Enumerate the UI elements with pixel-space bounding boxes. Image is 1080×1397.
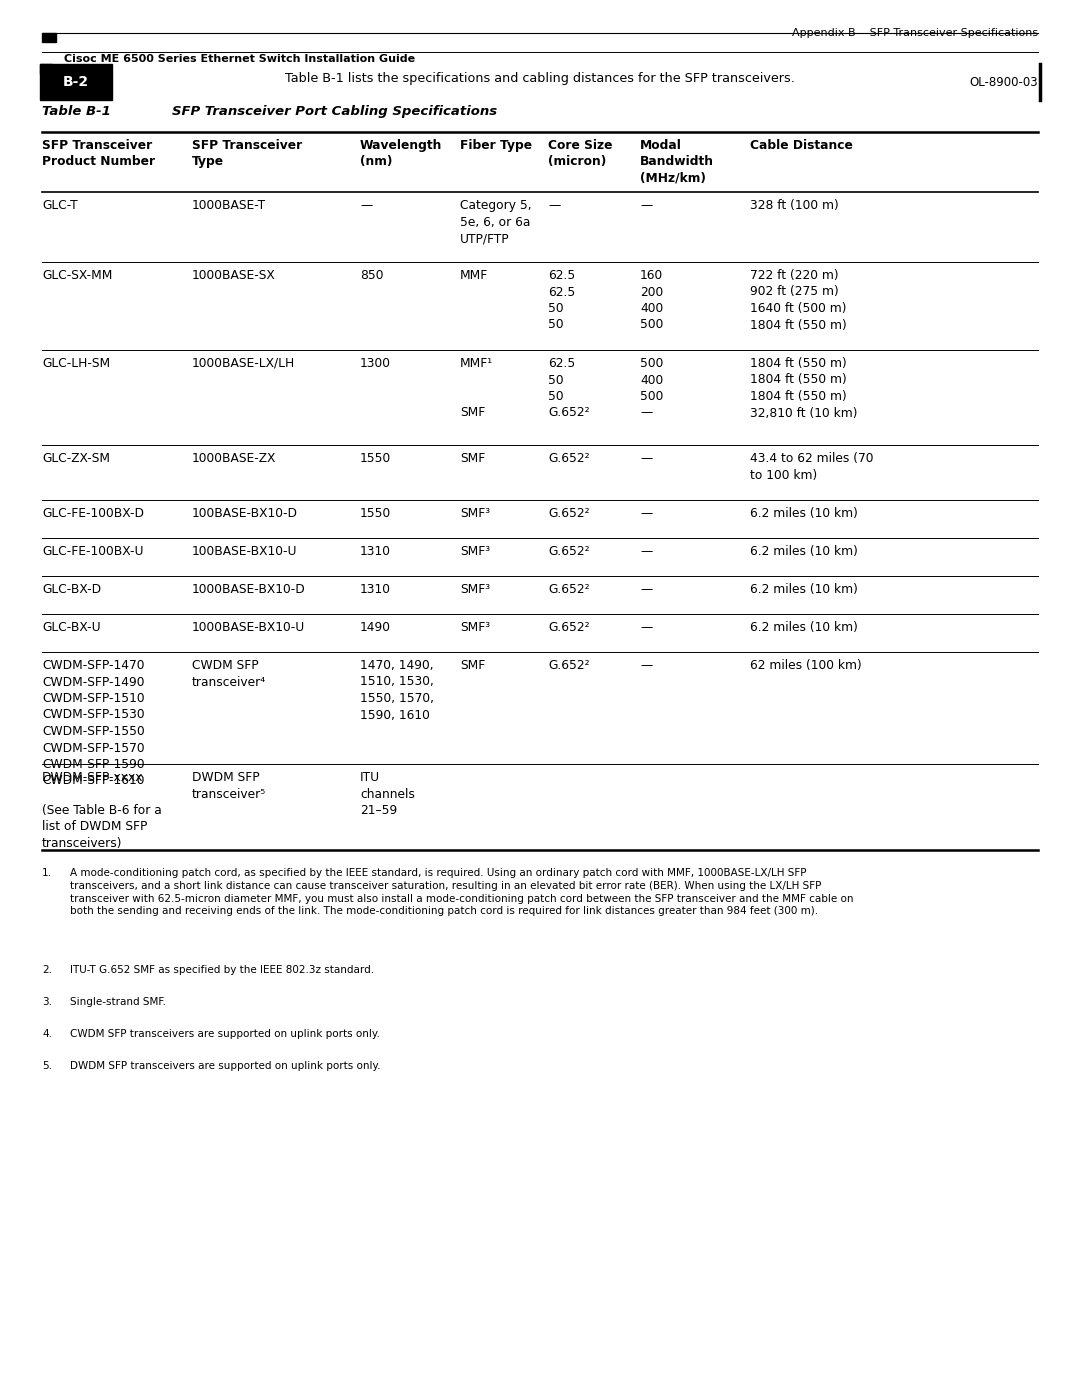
Text: G.652²: G.652² bbox=[548, 583, 590, 597]
Text: Cisoc ME 6500 Series Ethernet Switch Installation Guide: Cisoc ME 6500 Series Ethernet Switch Ins… bbox=[64, 54, 415, 64]
Text: SMF: SMF bbox=[460, 659, 485, 672]
Text: 1310: 1310 bbox=[360, 545, 391, 557]
Text: 6.2 miles (10 km): 6.2 miles (10 km) bbox=[750, 583, 858, 597]
Text: Core Size
(micron): Core Size (micron) bbox=[548, 138, 612, 168]
Text: GLC-FE-100BX-U: GLC-FE-100BX-U bbox=[42, 545, 144, 557]
Text: GLC-BX-U: GLC-BX-U bbox=[42, 622, 100, 634]
Text: 1550: 1550 bbox=[360, 507, 391, 520]
Text: 1550: 1550 bbox=[360, 453, 391, 465]
Text: DWDM-SFP-xxxx

(See Table B-6 for a
list of DWDM SFP
transceivers): DWDM-SFP-xxxx (See Table B-6 for a list … bbox=[42, 771, 162, 849]
Text: CWDM SFP
transceiver⁴: CWDM SFP transceiver⁴ bbox=[192, 659, 267, 689]
Text: 1000BASE-ZX: 1000BASE-ZX bbox=[192, 453, 276, 465]
Text: GLC-FE-100BX-D: GLC-FE-100BX-D bbox=[42, 507, 144, 520]
Text: SMF³: SMF³ bbox=[460, 507, 490, 520]
Text: 62.5
50
50
G.652²: 62.5 50 50 G.652² bbox=[548, 358, 590, 419]
Text: 6.2 miles (10 km): 6.2 miles (10 km) bbox=[750, 622, 858, 634]
Text: DWDM SFP transceivers are supported on uplink ports only.: DWDM SFP transceivers are supported on u… bbox=[70, 1060, 380, 1070]
Text: 62.5
62.5
50
50: 62.5 62.5 50 50 bbox=[548, 270, 576, 331]
Text: 1000BASE-LX/LH: 1000BASE-LX/LH bbox=[192, 358, 295, 370]
Text: 43.4 to 62 miles (70
to 100 km): 43.4 to 62 miles (70 to 100 km) bbox=[750, 453, 874, 482]
Text: MMF: MMF bbox=[460, 270, 488, 282]
Text: Appendix B    SFP Transceiver Specifications: Appendix B SFP Transceiver Specification… bbox=[792, 28, 1038, 38]
Text: ITU-T G.652 SMF as specified by the IEEE 802.3z standard.: ITU-T G.652 SMF as specified by the IEEE… bbox=[70, 965, 374, 975]
Text: 5.: 5. bbox=[42, 1060, 52, 1070]
Text: MMF¹


SMF: MMF¹ SMF bbox=[460, 358, 494, 419]
Text: GLC-T: GLC-T bbox=[42, 198, 78, 212]
Text: Wavelength
(nm): Wavelength (nm) bbox=[360, 138, 443, 168]
Text: 1.: 1. bbox=[42, 868, 52, 877]
Text: GLC-SX-MM: GLC-SX-MM bbox=[42, 270, 112, 282]
Text: GLC-ZX-SM: GLC-ZX-SM bbox=[42, 453, 110, 465]
Text: 2.: 2. bbox=[42, 965, 52, 975]
Text: Modal
Bandwidth
(MHz/km): Modal Bandwidth (MHz/km) bbox=[640, 138, 714, 184]
Text: —: — bbox=[640, 453, 652, 465]
Text: GLC-BX-D: GLC-BX-D bbox=[42, 583, 102, 597]
Text: SFP Transceiver
Type: SFP Transceiver Type bbox=[192, 138, 302, 168]
Bar bbox=[42, 34, 56, 42]
Text: G.652²: G.652² bbox=[548, 453, 590, 465]
Text: G.652²: G.652² bbox=[548, 507, 590, 520]
Text: Category 5,
5e, 6, or 6a
UTP/FTP: Category 5, 5e, 6, or 6a UTP/FTP bbox=[460, 198, 531, 244]
Text: 100BASE-BX10-D: 100BASE-BX10-D bbox=[192, 507, 298, 520]
Text: 1000BASE-T: 1000BASE-T bbox=[192, 198, 266, 212]
Text: 4.: 4. bbox=[42, 1028, 52, 1039]
Text: A mode-conditioning patch cord, as specified by the IEEE standard, is required. : A mode-conditioning patch cord, as speci… bbox=[70, 868, 853, 916]
Text: SMF³: SMF³ bbox=[460, 622, 490, 634]
Text: —: — bbox=[360, 198, 373, 212]
Text: G.652²: G.652² bbox=[548, 545, 590, 557]
Text: 1804 ft (550 m)
1804 ft (550 m)
1804 ft (550 m)
32,810 ft (10 km): 1804 ft (550 m) 1804 ft (550 m) 1804 ft … bbox=[750, 358, 858, 419]
Text: SFP Transceiver Port Cabling Specifications: SFP Transceiver Port Cabling Specificati… bbox=[172, 105, 497, 117]
Text: 62 miles (100 km): 62 miles (100 km) bbox=[750, 659, 862, 672]
Text: Table B-1 lists the specifications and cabling distances for the SFP transceiver: Table B-1 lists the specifications and c… bbox=[285, 73, 795, 85]
Text: —: — bbox=[640, 659, 652, 672]
Text: OL-8900-03: OL-8900-03 bbox=[970, 75, 1038, 88]
Text: 500
400
500
—: 500 400 500 — bbox=[640, 358, 663, 419]
Text: —: — bbox=[640, 507, 652, 520]
Text: SMF³: SMF³ bbox=[460, 545, 490, 557]
Text: Cable Distance: Cable Distance bbox=[750, 138, 853, 152]
Text: 6.2 miles (10 km): 6.2 miles (10 km) bbox=[750, 545, 858, 557]
Text: 3.: 3. bbox=[42, 997, 52, 1007]
Text: GLC-LH-SM: GLC-LH-SM bbox=[42, 358, 110, 370]
Text: 160
200
400
500: 160 200 400 500 bbox=[640, 270, 663, 331]
Text: 1300: 1300 bbox=[360, 358, 391, 370]
Text: SFP Transceiver
Product Number: SFP Transceiver Product Number bbox=[42, 138, 156, 168]
Text: Table B-1: Table B-1 bbox=[42, 105, 111, 117]
Text: —: — bbox=[640, 583, 652, 597]
Text: 328 ft (100 m): 328 ft (100 m) bbox=[750, 198, 839, 212]
Text: —: — bbox=[640, 622, 652, 634]
Text: B-2: B-2 bbox=[63, 75, 89, 89]
Text: Single-strand SMF.: Single-strand SMF. bbox=[70, 997, 166, 1007]
Text: 100BASE-BX10-U: 100BASE-BX10-U bbox=[192, 545, 297, 557]
Text: 1000BASE-BX10-U: 1000BASE-BX10-U bbox=[192, 622, 306, 634]
Text: —: — bbox=[640, 198, 652, 212]
Text: —: — bbox=[548, 198, 561, 212]
Bar bbox=[40, 64, 52, 74]
Text: Fiber Type: Fiber Type bbox=[460, 138, 532, 152]
Text: 1000BASE-BX10-D: 1000BASE-BX10-D bbox=[192, 583, 306, 597]
Text: CWDM-SFP-1470
CWDM-SFP-1490
CWDM-SFP-1510
CWDM-SFP-1530
CWDM-SFP-1550
CWDM-SFP-1: CWDM-SFP-1470 CWDM-SFP-1490 CWDM-SFP-151… bbox=[42, 659, 145, 788]
Text: SMF: SMF bbox=[460, 453, 485, 465]
Text: 850: 850 bbox=[360, 270, 383, 282]
Text: DWDM SFP
transceiver⁵: DWDM SFP transceiver⁵ bbox=[192, 771, 267, 800]
Text: 1490: 1490 bbox=[360, 622, 391, 634]
Text: SMF³: SMF³ bbox=[460, 583, 490, 597]
Text: 6.2 miles (10 km): 6.2 miles (10 km) bbox=[750, 507, 858, 520]
Text: G.652²: G.652² bbox=[548, 659, 590, 672]
Text: G.652²: G.652² bbox=[548, 622, 590, 634]
Text: 1310: 1310 bbox=[360, 583, 391, 597]
Bar bbox=[40, 64, 112, 101]
Text: 722 ft (220 m)
902 ft (275 m)
1640 ft (500 m)
1804 ft (550 m): 722 ft (220 m) 902 ft (275 m) 1640 ft (5… bbox=[750, 270, 847, 331]
Text: 1000BASE-SX: 1000BASE-SX bbox=[192, 270, 275, 282]
Text: —: — bbox=[640, 545, 652, 557]
Text: CWDM SFP transceivers are supported on uplink ports only.: CWDM SFP transceivers are supported on u… bbox=[70, 1028, 380, 1039]
Text: 1470, 1490,
1510, 1530,
1550, 1570,
1590, 1610: 1470, 1490, 1510, 1530, 1550, 1570, 1590… bbox=[360, 659, 434, 721]
Text: ITU
channels
21–59: ITU channels 21–59 bbox=[360, 771, 415, 817]
